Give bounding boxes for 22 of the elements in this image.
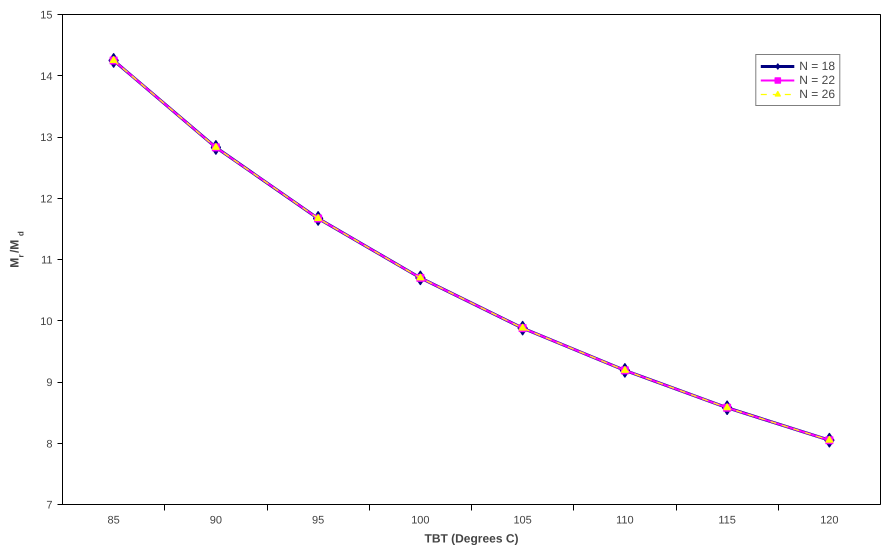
y-tick-label: 7 bbox=[46, 500, 53, 512]
x-tick-label: 90 bbox=[210, 514, 222, 526]
x-tick-label: 95 bbox=[312, 514, 324, 526]
y-tick-label: 8 bbox=[46, 438, 53, 450]
y-tick-label: 12 bbox=[40, 193, 53, 206]
x-tick-label: 100 bbox=[411, 514, 430, 526]
legend-label: N = 22 bbox=[799, 73, 835, 87]
x-tick-label: 105 bbox=[513, 514, 532, 526]
y-tick-label: 14 bbox=[40, 70, 53, 83]
legend-label: N = 18 bbox=[799, 59, 835, 73]
x-tick-label: 115 bbox=[718, 514, 736, 526]
y-tick-label: 13 bbox=[40, 132, 53, 144]
x-tick-label: 85 bbox=[108, 514, 120, 526]
y-tick-label: 9 bbox=[46, 377, 53, 389]
legend-label: N = 26 bbox=[799, 87, 835, 101]
x-tick-label: 110 bbox=[616, 514, 634, 526]
y-tick-label: 10 bbox=[40, 316, 53, 328]
y-tick-label: 11 bbox=[41, 254, 53, 266]
y-axis-title: Mr/Md bbox=[8, 231, 26, 268]
y-tick-label: 15 bbox=[40, 10, 53, 22]
x-tick-label: 120 bbox=[820, 514, 839, 526]
x-axis-title: TBT (Degrees C) bbox=[424, 532, 519, 546]
